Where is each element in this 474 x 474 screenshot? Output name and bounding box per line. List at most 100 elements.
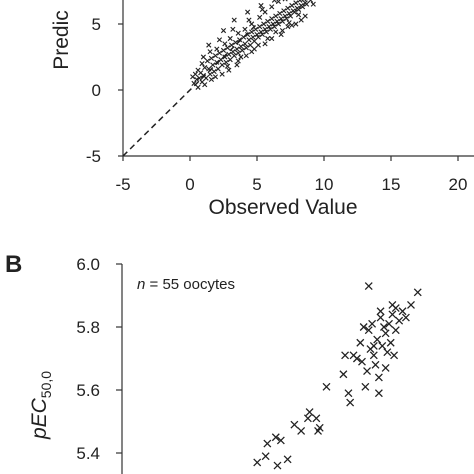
panel-a-data-point [224, 63, 231, 69]
panel-a-data-point [275, 0, 282, 5]
panel-a-data-point [202, 64, 208, 71]
panel-b-data-point [379, 323, 388, 331]
panel-a-data-point [239, 47, 245, 53]
panel-a-data-point [301, 0, 307, 2]
panel-a-data-point [214, 59, 220, 65]
panel-a-data-point [191, 80, 197, 86]
panel-b-data-point [363, 367, 372, 376]
panel-b-sample-size-annotation: n = 55 oocytes [137, 276, 235, 293]
panel-a-data-point [204, 58, 211, 64]
panel-b-data-point [388, 310, 397, 319]
panel-b-data-point [303, 414, 312, 423]
panel-a-data-point [295, 6, 302, 13]
panel-b-y-tick-label: 6.0 [76, 255, 100, 274]
panel-a-data-point [236, 37, 243, 43]
panel-a-data-point [246, 37, 252, 43]
panel-b-data-point [413, 288, 422, 297]
panel-a-data-point [250, 34, 256, 40]
panel-a-data-point [195, 84, 201, 90]
panel-a-data-point [263, 29, 269, 35]
panel-a-data-point [295, 12, 302, 18]
panel-b-annotation-n: n [137, 276, 145, 293]
panel-b-label: B [5, 251, 22, 278]
panel-a-data-point [230, 49, 236, 55]
panel-b-data-point [356, 338, 365, 347]
panel-b-data-point [344, 389, 353, 398]
panel-a-data-point [298, 17, 304, 23]
panel-a-data-point [299, 4, 306, 10]
panel-a-data-point [251, 46, 257, 52]
panel-a-data-point [293, 0, 299, 6]
panel-b-scatter-plot: B 5.4 5.6 5.8 6.0 n = 55 oocytes pEC50,0 [5, 251, 422, 474]
panel-b-y-axis-label: pEC50,0 [28, 371, 54, 440]
panel-b-data-point [371, 360, 380, 369]
panel-b-data-point [374, 373, 383, 382]
panel-a-data-point [269, 35, 275, 42]
panel-a-data-point [303, 1, 310, 7]
panel-a-data-point [194, 76, 200, 83]
panel-a-data-point [206, 42, 212, 48]
panel-a-data-point [238, 54, 244, 60]
panel-a-data-point [245, 9, 251, 15]
panel-a-data-point [208, 55, 215, 61]
panel-a-data-point [291, 9, 298, 15]
panel-a-data-point [308, 0, 314, 3]
panel-b-y-tick-label: 5.6 [76, 381, 100, 400]
panel-a-data-point [203, 75, 209, 81]
panel-a-data-point [281, 8, 287, 14]
panel-a-x-tick-label: 10 [315, 175, 334, 194]
panel-a-data-point [310, 1, 316, 7]
panel-a-data-point [253, 26, 259, 32]
panel-a-data-point [208, 76, 215, 83]
panel-b-data-point [358, 357, 366, 366]
panel-b-y-tick-label: 5.8 [76, 318, 100, 337]
panel-b-y-axis-label-main: pEC [28, 397, 51, 440]
panel-a-data-point [232, 39, 239, 46]
panel-a-data-point [297, 0, 303, 3]
panel-b-data-point [390, 351, 399, 360]
panel-a-data-point [243, 45, 249, 51]
panel-b-data-point [381, 363, 390, 372]
panel-b-data-point [398, 307, 407, 316]
panel-a-ticks: -5 0 5 10 15 20 -5 0 5 [86, 15, 468, 194]
panel-a-data-point [271, 24, 278, 30]
panel-b-data-point [261, 452, 270, 461]
panel-b-annotation-text: = 55 oocytes [145, 276, 235, 293]
panel-b-data-point [273, 461, 282, 470]
panel-b-data-point [369, 351, 378, 360]
panel-a-data-point [242, 41, 248, 47]
panel-a-data-point [247, 42, 253, 48]
panel-a-data-point [282, 0, 288, 2]
panel-b-data-point [369, 341, 378, 350]
panel-a-data-point [246, 17, 252, 23]
panel-a-data-point [270, 21, 276, 27]
panel-a-data-point [278, 16, 284, 22]
panel-b-data-point [315, 423, 324, 432]
panel-a-data-point [234, 46, 240, 52]
panel-b-data-point [391, 326, 400, 335]
panel-a-data-point [222, 41, 228, 47]
panel-a-data-point [271, 0, 278, 3]
panel-a-data-point [275, 21, 282, 27]
panel-b-ticks: 5.4 5.6 5.8 6.0 [76, 255, 122, 463]
panel-a-data-point [196, 75, 202, 81]
panel-a-y-tick-label: 5 [92, 15, 101, 34]
panel-a-data-point [231, 53, 237, 59]
panel-b-data-point [373, 335, 382, 344]
panel-b-data-point [378, 341, 387, 350]
panel-b-data-point [385, 319, 393, 328]
panel-a-data-point [226, 51, 232, 57]
panel-a-data-point [226, 67, 232, 73]
panel-a-data-point [218, 57, 224, 63]
panel-a-data-point [273, 13, 279, 19]
panel-a-data-point [287, 13, 294, 19]
panel-a-data-point [210, 62, 216, 68]
panel-a-data-point [190, 74, 196, 80]
panel-a-data-point [283, 16, 290, 22]
panel-a-data-point [257, 24, 263, 30]
panel-a-data-point [200, 54, 206, 60]
panel-a-x-tick-label: 0 [185, 175, 194, 194]
panel-b-data-point [283, 455, 292, 464]
panel-b-data-point [388, 300, 397, 309]
